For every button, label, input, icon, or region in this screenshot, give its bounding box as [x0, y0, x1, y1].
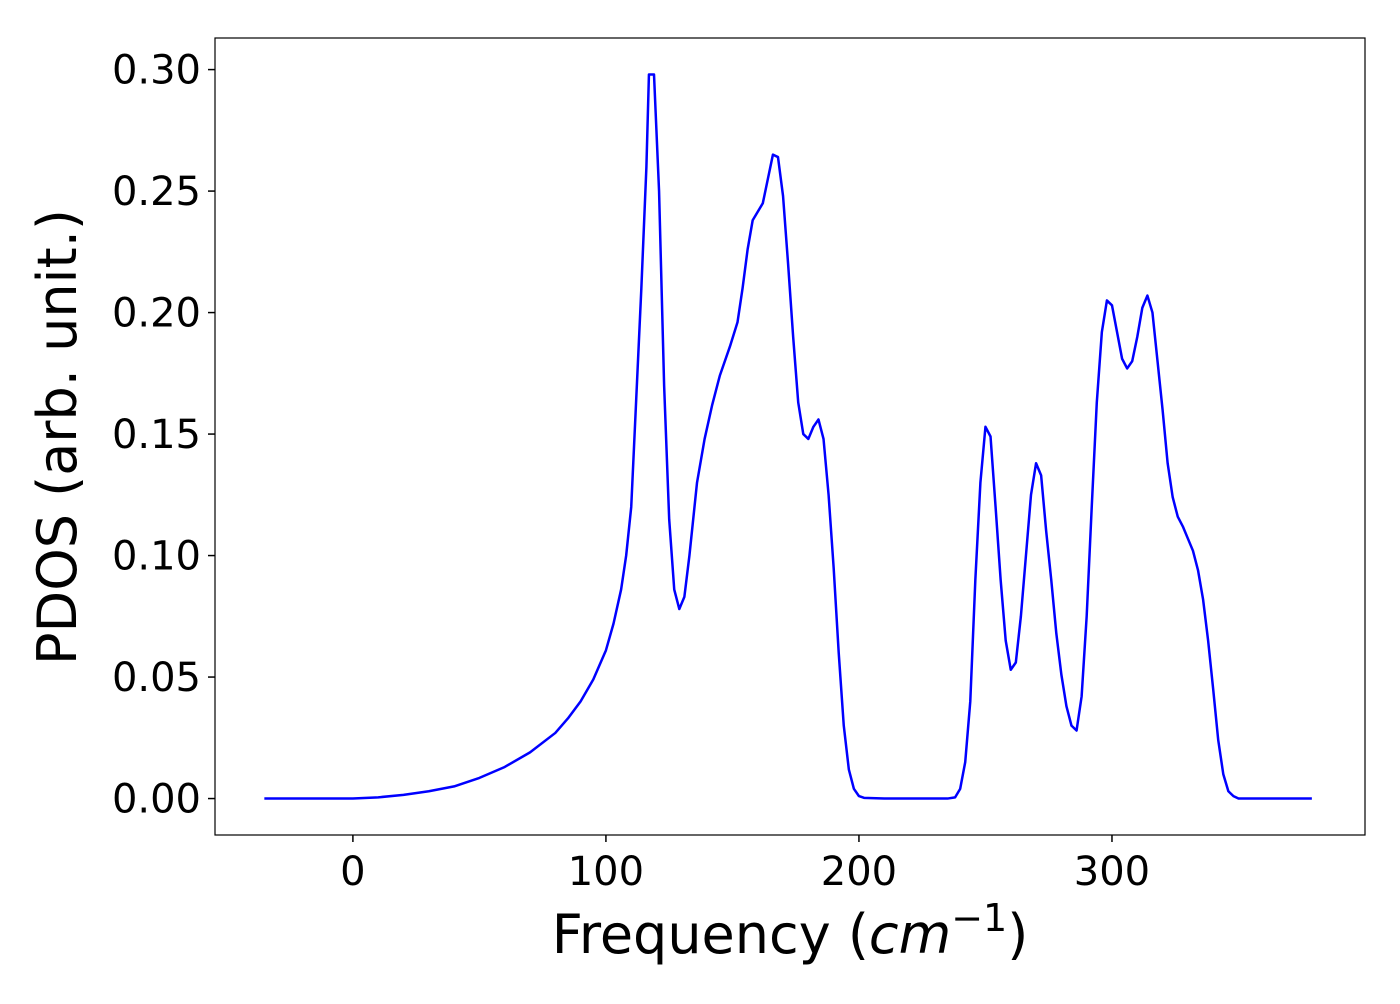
x-axis-label-close: ) — [1007, 903, 1028, 966]
data-line — [264, 73, 1312, 800]
y-tick-label: 0.15 — [112, 412, 201, 458]
y-tick-label: 0.10 — [112, 534, 201, 580]
y-tick-label: 0.20 — [112, 291, 201, 337]
x-tick-label: 100 — [568, 849, 644, 895]
x-axis-label-text: Frequency ( — [552, 903, 869, 966]
y-tick-label: 0.00 — [112, 777, 201, 823]
y-tick-label: 0.25 — [112, 169, 201, 215]
y-tick-label: 0.30 — [112, 48, 201, 94]
x-axis-label-exponent: −1 — [951, 896, 1007, 940]
x-tick-label: 0 — [340, 849, 365, 895]
y-tick-label: 0.05 — [112, 655, 201, 701]
x-tick-label: 300 — [1074, 849, 1150, 895]
plot-frame — [214, 37, 1366, 836]
x-axis-label: Frequency (cm−1) — [552, 896, 1029, 966]
y-axis-label: PDOS (arb. unit.) — [26, 209, 89, 665]
x-axis-label-unit: cm — [869, 903, 951, 966]
x-tick-label: 200 — [821, 849, 897, 895]
